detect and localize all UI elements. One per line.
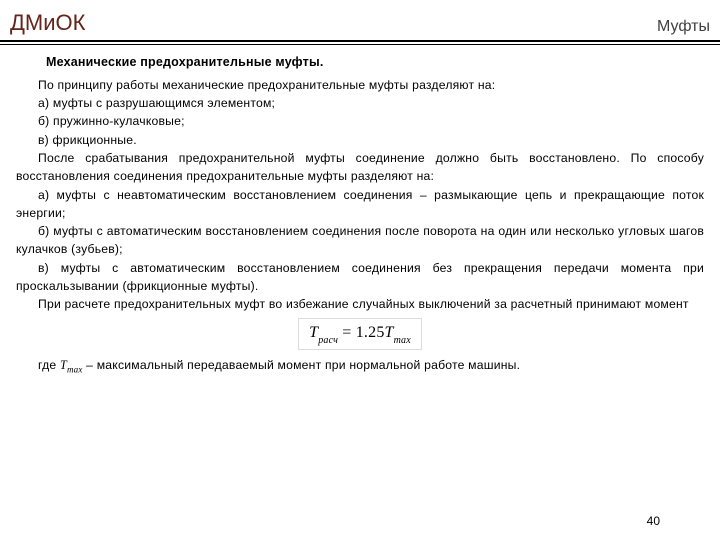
formula-left-var: T bbox=[309, 324, 318, 341]
list-item-c2: в) муфты с автоматическим восстановление… bbox=[16, 259, 704, 296]
list-item-a2: а) муфты с неавтоматическим восстановлен… bbox=[16, 186, 704, 223]
slide-page: ДМиОК Муфты Механические предохранительн… bbox=[0, 0, 720, 540]
formula-right-sub: max bbox=[394, 335, 411, 346]
formula-eq: = 1.25 bbox=[338, 324, 384, 341]
content: Механические предохранительные муфты. По… bbox=[0, 45, 720, 377]
formula-right-var: T bbox=[385, 324, 394, 341]
subheading: Механические предохранительные муфты. bbox=[46, 53, 704, 72]
list-item-b1: б) пружинно-кулачковые; bbox=[16, 112, 704, 130]
list-item-b2: б) муфты с автоматическим восстановление… bbox=[16, 222, 704, 259]
paragraph-calc: При расчете предохранительных муфт во из… bbox=[16, 295, 704, 313]
header-rule bbox=[0, 36, 720, 45]
formula-row: Tрасч = 1.25Tmax bbox=[16, 318, 704, 350]
closing-pre: где bbox=[38, 358, 60, 372]
closing-var: T bbox=[60, 358, 67, 372]
formula-left-sub: расч bbox=[318, 335, 338, 346]
list-item-a1: а) муфты с разрушающимся элементом; bbox=[16, 94, 704, 112]
header: ДМиОК Муфты bbox=[0, 0, 720, 36]
paragraph-restore: После срабатывания предохранительной муф… bbox=[16, 149, 704, 186]
closing-post: – максимальный передаваемый момент при н… bbox=[83, 358, 521, 372]
rule-thick bbox=[0, 40, 720, 42]
list-item-c1: в) фрикционные. bbox=[16, 131, 704, 149]
closing-line: где Tmax – максимальный передаваемый мом… bbox=[16, 356, 704, 377]
paragraph-intro: По принципу работы механические предохра… bbox=[16, 76, 704, 94]
brand-title: ДМиОК bbox=[10, 10, 85, 36]
closing-sub: max bbox=[67, 364, 83, 374]
page-number: 40 bbox=[647, 514, 660, 528]
formula-box: Tрасч = 1.25Tmax bbox=[298, 318, 422, 350]
section-title: Муфты bbox=[657, 18, 710, 36]
